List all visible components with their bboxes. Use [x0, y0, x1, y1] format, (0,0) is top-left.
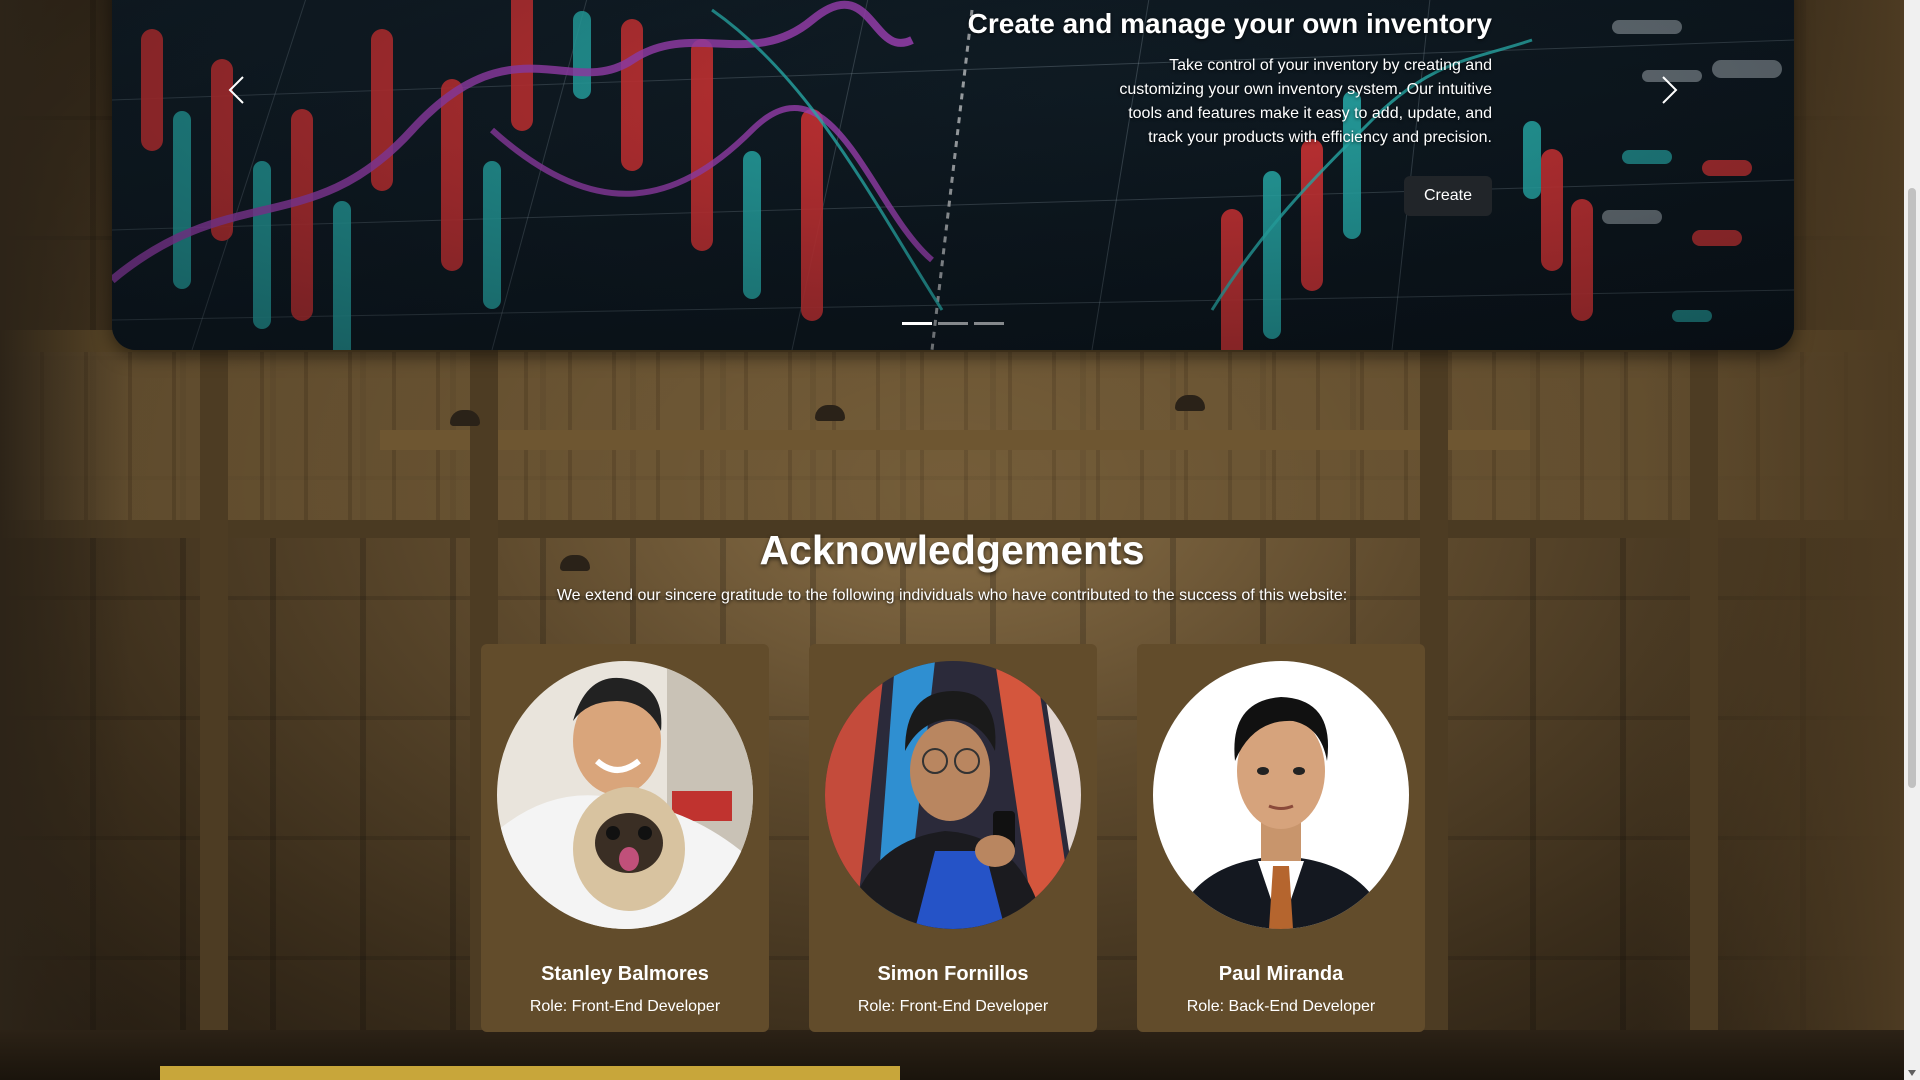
scrollbar-thumb[interactable]	[1908, 188, 1916, 788]
slide-title: Create and manage your own inventory	[967, 8, 1492, 39]
scroll-down-arrow-icon[interactable]	[1908, 1070, 1916, 1076]
carousel-indicator-3[interactable]	[974, 322, 1004, 325]
person-with-pug-photo	[497, 661, 753, 929]
team-card: Stanley Balmores Role: Front-End Develop…	[481, 644, 769, 1032]
chevron-right-icon	[1662, 76, 1678, 104]
chevron-left-icon	[228, 76, 244, 104]
carousel-indicators	[112, 322, 1794, 325]
slide-caption: Create and manage your own inventory Tak…	[892, 8, 1492, 216]
avatar	[825, 661, 1081, 929]
carousel-indicator-1[interactable]	[902, 322, 932, 325]
page-scrollbar[interactable]	[1904, 0, 1920, 1080]
team-card: Simon Fornillos Role: Front-End Develope…	[809, 644, 1097, 1032]
acknowledgements-title: Acknowledgements	[759, 527, 1145, 573]
hero-carousel: Create and manage your own inventory Tak…	[112, 0, 1794, 350]
create-button[interactable]: Create	[1403, 176, 1492, 216]
carousel-indicator-2[interactable]	[938, 322, 968, 325]
acknowledgements-subtitle: We extend our sincere gratitude to the f…	[556, 587, 1348, 604]
formal-portrait-photo	[1153, 661, 1409, 929]
slide-description: Take control of your inventory by creati…	[1119, 57, 1492, 146]
carousel-next-button[interactable]	[1640, 60, 1700, 120]
card-role: Role: Front-End Developer	[529, 998, 721, 1015]
card-name: Simon Fornillos	[877, 963, 1029, 985]
avatar	[497, 661, 753, 929]
carousel-prev-button[interactable]	[206, 60, 266, 120]
avatar	[1153, 661, 1409, 929]
card-role: Role: Back-End Developer	[1186, 998, 1376, 1015]
person-with-phone-photo	[825, 661, 1081, 929]
card-name: Paul Miranda	[1218, 963, 1344, 985]
card-name: Stanley Balmores	[541, 963, 709, 985]
team-card: Paul Miranda Role: Back-End Developer	[1137, 644, 1425, 1032]
card-role: Role: Front-End Developer	[857, 998, 1049, 1015]
